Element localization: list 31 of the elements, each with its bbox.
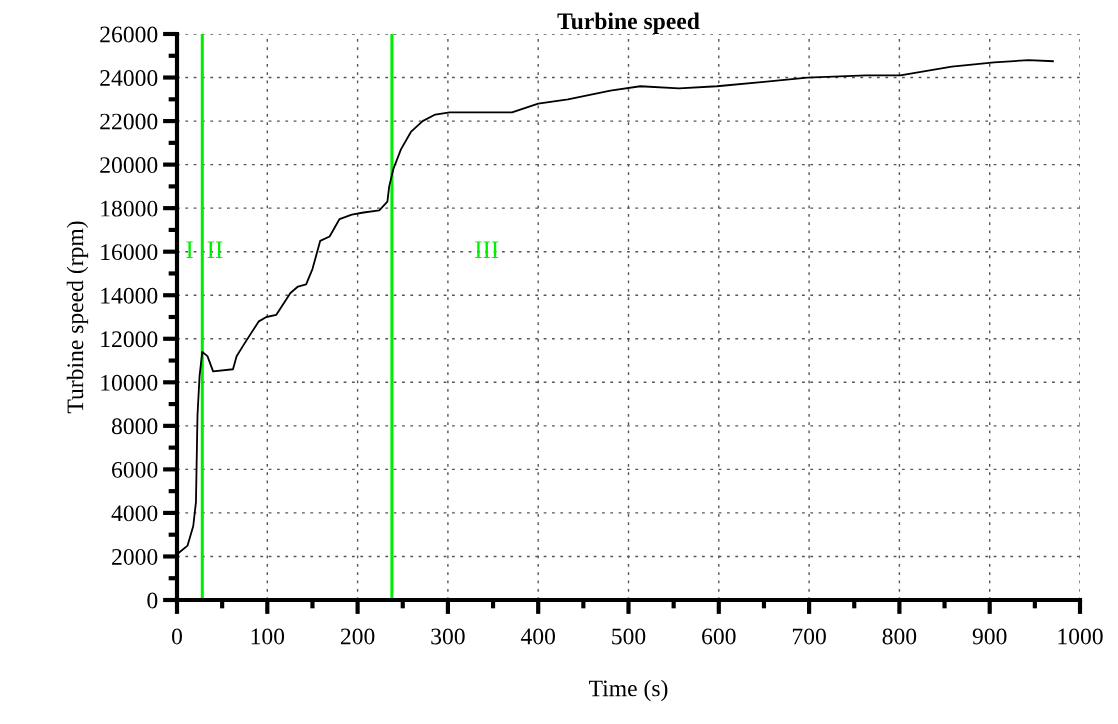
x-tick-label: 300: [431, 628, 465, 645]
annotation: II: [207, 241, 223, 258]
y-tick-label: 24000: [100, 70, 158, 86]
x-tick-label: 800: [882, 628, 917, 645]
y-tick-label: 4000: [111, 505, 158, 522]
y-tick-label: 18000: [101, 200, 158, 217]
x-tick-label: 700: [792, 628, 826, 645]
y-tick-label: 22000: [100, 113, 158, 130]
y-tick-label: 8000: [111, 418, 158, 435]
x-tick-label: 900: [972, 628, 1007, 645]
y-tick-label: 14000: [101, 287, 158, 304]
y-tick-label: 26000: [100, 26, 158, 43]
x-tick-label: 1000: [1058, 628, 1103, 645]
x-tick-label: 400: [520, 628, 556, 645]
x-tick-label: 600: [702, 628, 736, 645]
x-tick-label: 200: [340, 628, 375, 645]
annotation: III: [475, 241, 499, 258]
x-tick-label: 100: [251, 628, 285, 645]
x-axis-title: Time (s): [589, 679, 668, 702]
chart-title: Turbine speed: [557, 12, 700, 34]
y-axis-title: Turbine speed (rpm): [66, 221, 89, 414]
y-tick-label: 10000: [101, 374, 158, 391]
x-tick-label: 0: [172, 628, 182, 645]
y-tick-label: 2000: [112, 548, 158, 565]
y-tick-label: 20000: [100, 157, 158, 174]
y-tick-label: 12000: [101, 331, 158, 348]
y-tick-label: 6000: [112, 461, 158, 478]
y-tick-label: 0: [147, 592, 158, 609]
y-tick-label: 16000: [101, 244, 158, 261]
x-tick-label: 500: [612, 628, 646, 645]
annotation: I: [186, 241, 193, 258]
